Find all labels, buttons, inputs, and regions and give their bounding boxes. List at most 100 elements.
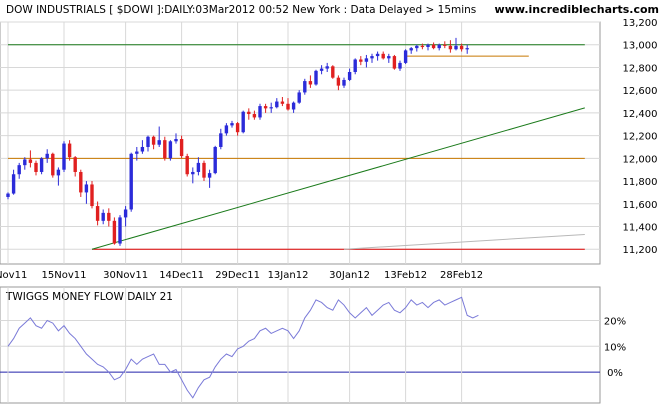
candle-body — [448, 45, 453, 50]
candle — [196, 157, 201, 176]
chart-title: DOW INDUSTRIALS [ $DOWI ]:DAILY:03Mar201… — [6, 4, 476, 16]
candle — [403, 49, 408, 65]
candle-body — [213, 146, 217, 174]
candle — [6, 192, 10, 200]
candle — [146, 135, 150, 152]
candle — [51, 152, 55, 178]
date-tick-label: 1Nov11 — [0, 270, 27, 281]
candle-body — [17, 165, 21, 175]
candle — [163, 136, 167, 161]
price-tick-label: 11,400 — [623, 223, 658, 234]
candle-body — [258, 106, 262, 118]
candle — [118, 215, 122, 246]
candle-body — [191, 171, 195, 175]
candle-body — [280, 101, 285, 104]
candle — [303, 78, 307, 95]
candle-body — [398, 62, 402, 69]
candle-body — [387, 56, 391, 59]
price-tick-label: 11,800 — [623, 177, 658, 188]
candle-body — [415, 45, 419, 49]
candle-body — [431, 44, 436, 49]
candle-body — [230, 123, 234, 126]
candle — [129, 152, 133, 212]
candle-body — [73, 157, 77, 172]
candle — [224, 123, 229, 136]
candle — [465, 44, 469, 54]
candle-body — [174, 139, 178, 142]
candle — [101, 209, 105, 225]
candle-body — [11, 174, 16, 194]
candle-body — [6, 193, 10, 197]
candle-body — [157, 140, 161, 145]
candle — [179, 135, 184, 159]
candle — [151, 135, 156, 150]
candle-body — [168, 141, 173, 159]
site-label[interactable]: www.incrediblecharts.com — [495, 3, 659, 16]
candle — [107, 208, 111, 227]
candle — [235, 121, 240, 136]
candle — [263, 103, 268, 113]
candle — [62, 141, 66, 172]
candle-body — [23, 159, 27, 166]
candle-body — [112, 220, 117, 244]
candle-body — [359, 59, 363, 62]
money-flow-line-group — [7, 296, 479, 399]
candle — [336, 75, 341, 91]
candle-body — [392, 56, 397, 69]
candle — [381, 51, 385, 60]
candle — [319, 65, 324, 75]
candle-body — [196, 162, 201, 172]
candle — [207, 169, 212, 188]
candle-body — [465, 48, 469, 50]
candle — [387, 53, 391, 63]
candle — [420, 43, 425, 50]
candle-body — [241, 111, 245, 133]
trendline-channel-lower — [343, 233, 585, 250]
candle — [84, 181, 89, 204]
candle-body — [123, 209, 128, 218]
candle-body — [135, 151, 139, 154]
candle-body — [325, 66, 329, 69]
candle-body — [347, 71, 352, 80]
candle — [291, 101, 296, 113]
candle — [269, 102, 273, 113]
candle-body — [375, 53, 380, 57]
candle-body — [353, 59, 357, 72]
candle-body — [56, 169, 61, 176]
candle-body — [426, 44, 430, 47]
candle-body — [118, 217, 122, 244]
candle-body — [84, 184, 89, 193]
candle — [415, 44, 419, 52]
candle-body — [269, 107, 273, 109]
candle — [308, 75, 313, 88]
candle-body — [101, 212, 105, 221]
candle — [364, 54, 369, 68]
price-tick-label: 12,000 — [623, 154, 658, 165]
candle — [17, 162, 21, 179]
candle-body — [224, 125, 229, 134]
candle — [392, 54, 397, 70]
date-tick-label: 13Jan12 — [268, 270, 309, 281]
candle-body — [95, 206, 100, 221]
candle — [331, 65, 335, 79]
candle — [459, 43, 464, 52]
price-y-axis: 11,200 11,400 11,600 11,800 12,000 12,200 12,4… — [623, 18, 658, 256]
candle — [79, 169, 83, 197]
candle — [168, 140, 173, 161]
candle — [409, 46, 413, 54]
money-flow-panel — [0, 286, 601, 404]
candle — [370, 53, 374, 63]
candle — [275, 98, 279, 109]
candle-body — [331, 66, 335, 78]
candle — [28, 150, 33, 168]
date-tick-label: 30Nov11 — [103, 270, 148, 281]
candle — [157, 126, 161, 147]
candle — [258, 103, 262, 120]
candle-body — [45, 153, 49, 159]
money-flow-title: TWIGGS MONEY FLOW DAILY 21 — [5, 291, 173, 303]
date-axis: 1Nov11 15Nov11 30Nov11 14Dec11 29Dec11 13Jan1… — [0, 270, 483, 281]
candle — [247, 108, 251, 120]
candle — [23, 157, 27, 170]
